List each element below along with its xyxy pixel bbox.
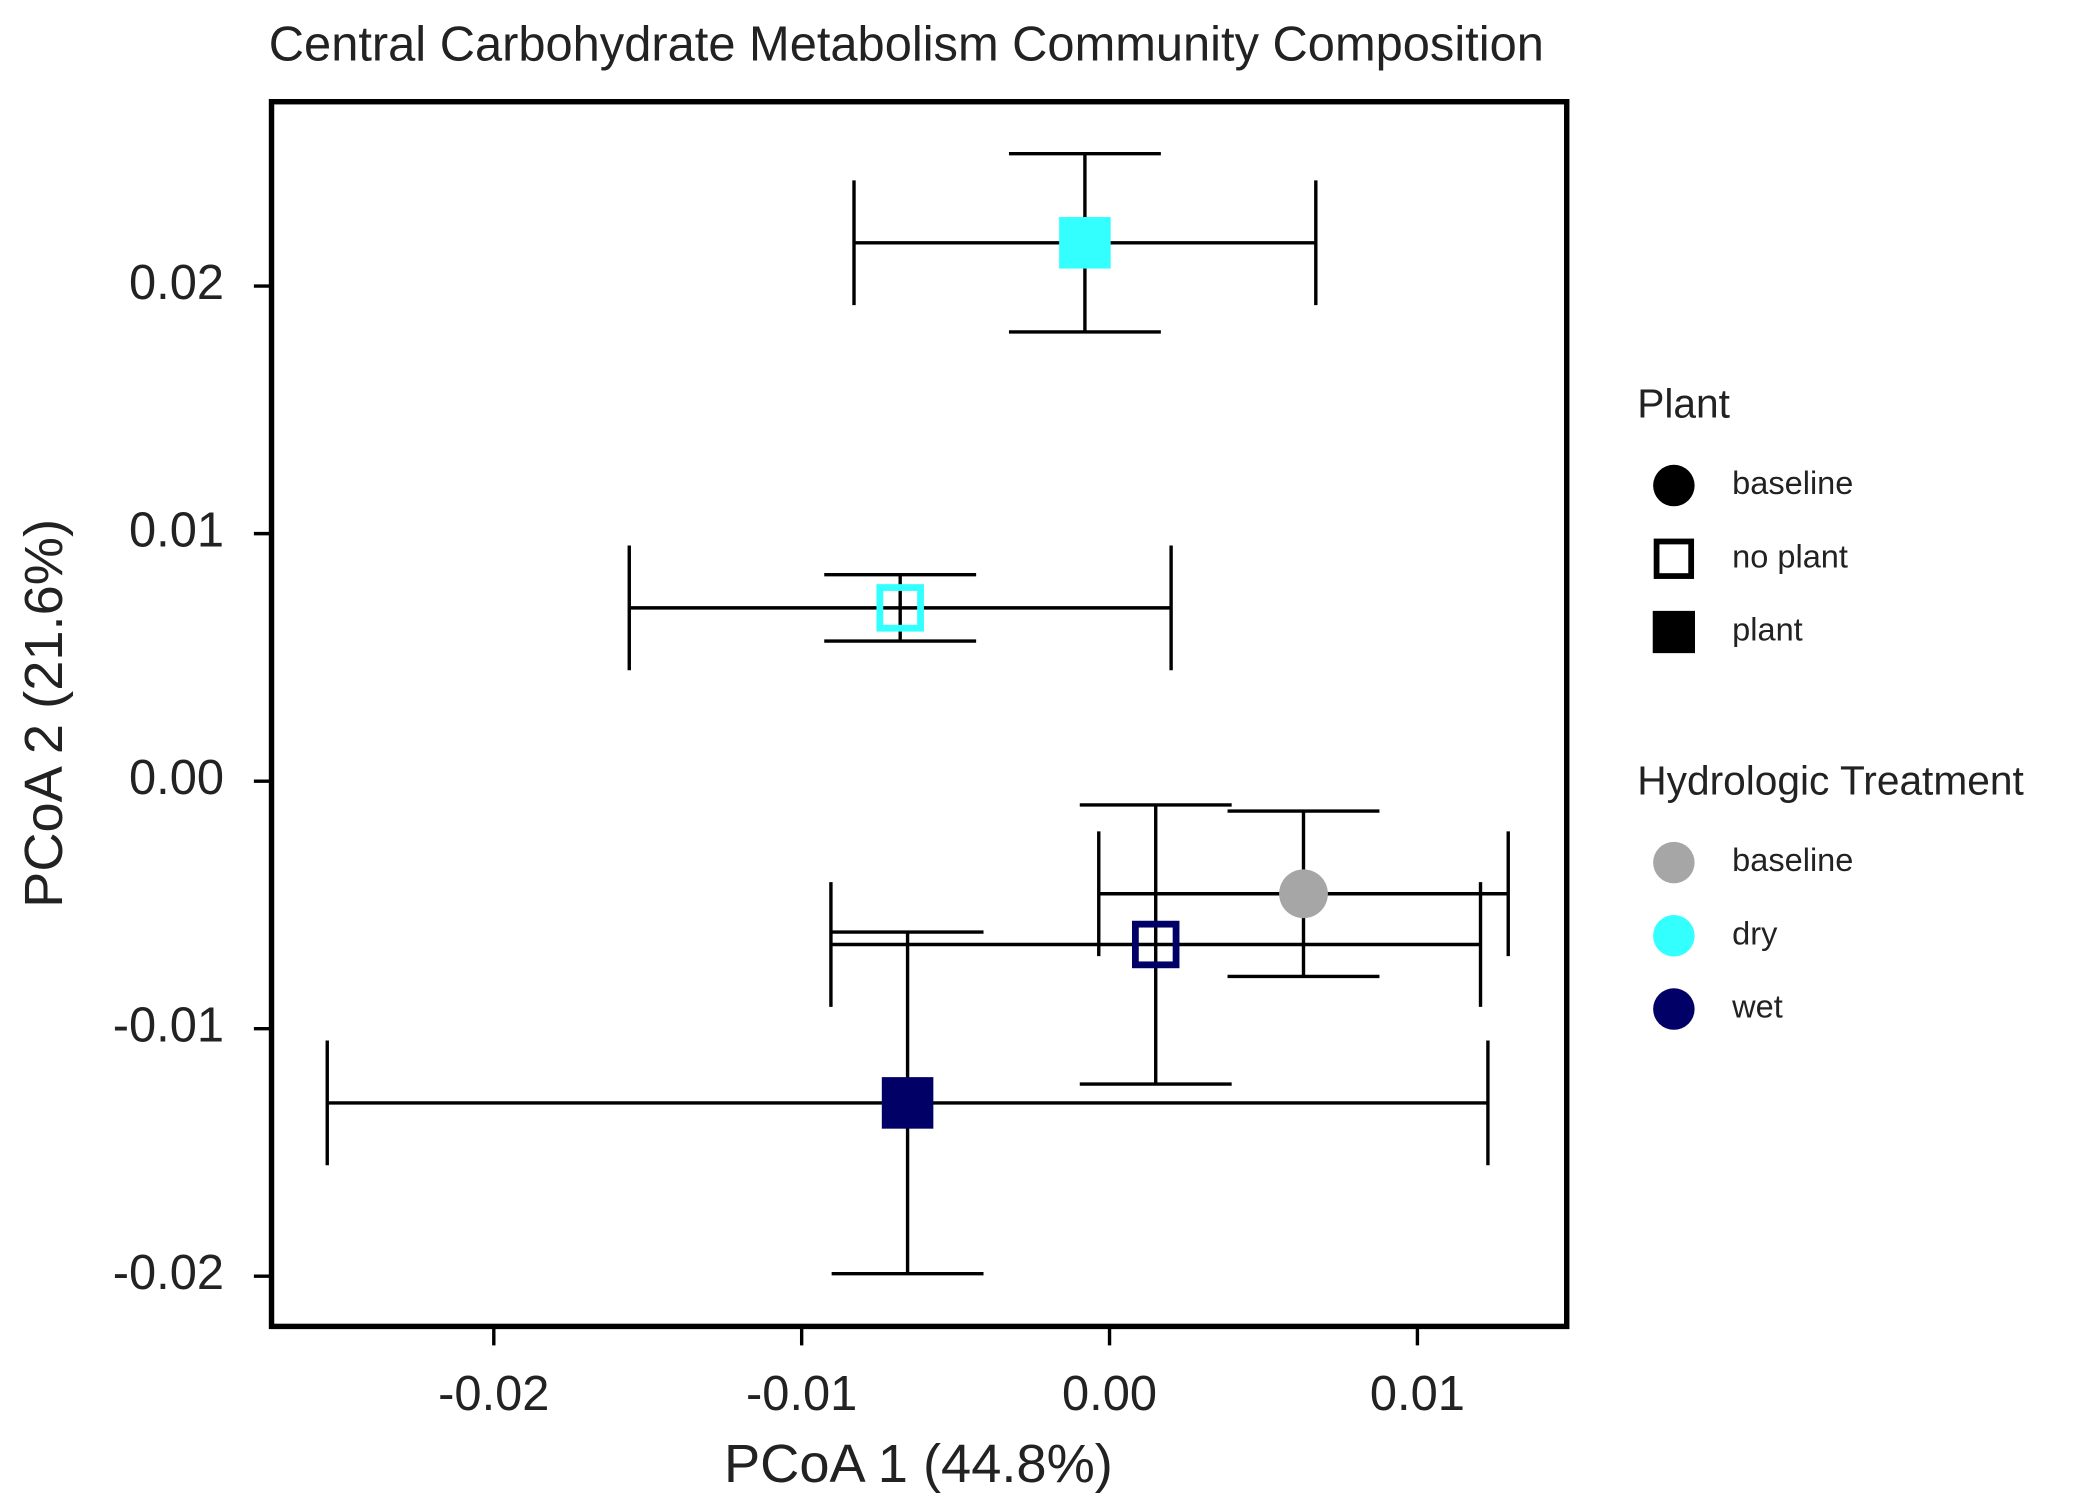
point [876,584,924,632]
y-tick-label: -0.01 [113,999,224,1053]
y-tick-label: 0.02 [129,256,224,310]
chart-title: Central Carbohydrate Metabolism Communit… [269,17,1544,71]
legend-label: baseline [1732,465,1853,501]
legend-symbol [1653,464,1695,507]
y-tick-label: -0.02 [113,1246,224,1300]
legend-label: dry [1732,915,1778,951]
x-axis-label: PCoA 1 (44.8%) [724,1434,1113,1494]
point [1279,869,1328,919]
legend-label: no plant [1732,538,1848,574]
x-tick-label: -0.02 [438,1367,549,1421]
legend-symbol [1653,538,1695,579]
legend-label: plant [1732,612,1803,648]
legend-title: Plant [1637,381,1730,427]
legend-symbol [1653,915,1695,957]
y-tick-label: 0.01 [129,504,224,558]
x-tick-label: 0.01 [1370,1367,1465,1421]
x-tick-label: 0.00 [1062,1367,1157,1421]
legend-symbol [1653,841,1695,884]
point [1059,217,1111,269]
y-axis-label: PCoA 2 (21.6%) [14,519,74,908]
legend-label: wet [1731,989,1783,1025]
point [1131,920,1180,969]
legend-symbol [1653,988,1695,1030]
legend-symbol [1652,610,1696,654]
y-error-bar [1079,803,1232,1086]
point [881,1077,934,1129]
x-tick-label: -0.01 [746,1367,857,1421]
y-tick-label: 0.00 [129,751,224,805]
plot-frame [268,99,1570,1330]
legend-label: baseline [1732,842,1853,878]
legend-title: Hydrologic Treatment [1637,758,2024,804]
